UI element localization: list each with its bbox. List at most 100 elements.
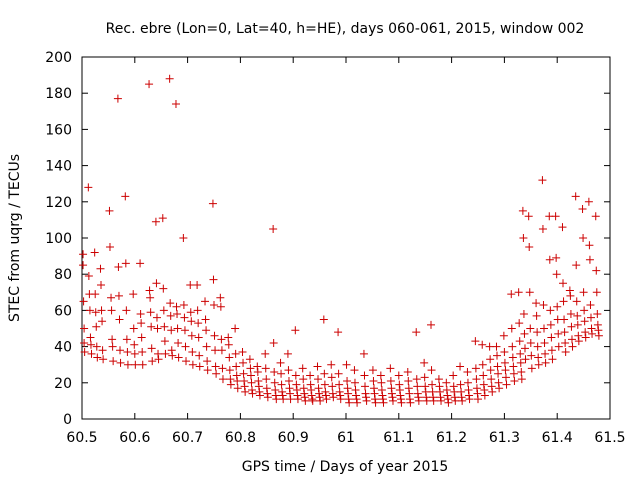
data-point <box>97 281 106 290</box>
data-point <box>316 396 325 405</box>
data-point <box>80 348 89 357</box>
data-point <box>136 259 145 268</box>
data-point <box>263 393 272 402</box>
data-point <box>478 360 487 369</box>
data-point <box>565 286 574 295</box>
x-tick-label: 60.8 <box>225 430 256 446</box>
data-point <box>92 322 101 331</box>
data-point <box>451 396 460 405</box>
data-point <box>99 355 108 364</box>
data-point <box>123 360 132 369</box>
data-point <box>286 389 295 398</box>
data-point <box>457 387 466 396</box>
data-point <box>80 338 89 347</box>
data-point <box>188 360 197 369</box>
data-point <box>427 320 436 329</box>
data-point <box>371 395 380 404</box>
data-point <box>377 386 386 395</box>
data-point <box>154 349 163 358</box>
data-point <box>386 364 395 373</box>
data-point <box>566 310 575 319</box>
data-point <box>129 290 138 299</box>
data-point <box>540 338 549 347</box>
data-point <box>208 199 217 208</box>
y-tick-label: 0 <box>63 412 72 428</box>
y-tick-label: 200 <box>45 50 72 66</box>
data-point <box>179 234 188 242</box>
data-point <box>84 183 93 192</box>
data-point <box>291 326 300 335</box>
data-point <box>301 396 310 405</box>
data-point <box>152 279 161 288</box>
data-point <box>524 212 533 221</box>
data-point <box>248 386 257 395</box>
data-point <box>202 326 211 335</box>
data-point <box>464 386 473 395</box>
data-point <box>335 387 344 396</box>
data-point <box>277 380 286 389</box>
data-point <box>404 376 413 385</box>
y-tick-label: 40 <box>54 340 72 356</box>
data-point <box>168 351 177 360</box>
data-point <box>414 393 423 402</box>
data-point <box>224 333 233 342</box>
data-point <box>210 300 218 309</box>
data-point <box>516 358 525 367</box>
data-point <box>147 322 156 331</box>
data-point <box>509 369 518 378</box>
data-point <box>108 335 117 344</box>
data-point <box>328 389 337 398</box>
data-point <box>231 349 240 358</box>
data-point <box>572 297 581 306</box>
data-point <box>369 384 378 393</box>
data-point <box>138 348 147 357</box>
data-point <box>377 378 386 387</box>
data-point <box>336 391 345 400</box>
data-point <box>581 333 590 342</box>
y-axis-label: STEC from uqrg / TECUs <box>7 154 23 322</box>
data-point <box>552 270 561 279</box>
data-point <box>573 311 582 320</box>
y-tick-label: 100 <box>45 231 72 247</box>
data-point <box>122 335 131 344</box>
data-point <box>574 337 583 346</box>
data-point <box>187 317 196 326</box>
data-point <box>509 362 518 371</box>
data-point <box>353 398 362 407</box>
data-point <box>376 371 385 380</box>
data-point <box>494 369 503 378</box>
data-point <box>486 355 495 364</box>
data-point <box>442 386 451 395</box>
data-point <box>533 328 542 337</box>
data-point <box>114 291 123 300</box>
data-point <box>574 331 583 340</box>
x-tick-label: 61 <box>337 430 355 446</box>
data-point <box>538 176 547 185</box>
data-point <box>532 299 541 308</box>
data-point <box>107 306 116 315</box>
data-point <box>328 382 337 391</box>
data-point <box>488 387 497 396</box>
data-point <box>360 371 369 380</box>
y-tick-label: 60 <box>54 303 72 319</box>
data-point <box>421 382 430 391</box>
data-point <box>473 389 482 398</box>
data-point <box>97 306 106 315</box>
data-point <box>279 395 288 404</box>
data-point <box>86 340 95 349</box>
data-point <box>130 349 139 358</box>
data-point <box>435 387 444 396</box>
data-point <box>210 331 219 340</box>
data-point <box>121 259 130 268</box>
data-point <box>435 382 444 391</box>
data-point <box>247 378 256 387</box>
data-point <box>404 384 413 393</box>
x-tick-label: 61.5 <box>594 430 625 446</box>
data-point <box>456 362 465 371</box>
data-point <box>308 395 317 404</box>
data-point <box>255 387 264 396</box>
data-point <box>526 324 535 333</box>
data-point <box>217 335 226 344</box>
data-point <box>211 346 220 355</box>
data-point <box>109 357 118 366</box>
